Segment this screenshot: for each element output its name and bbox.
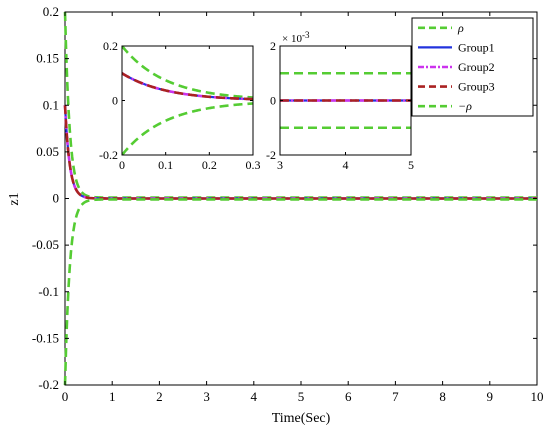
main-series-group [63,11,537,386]
inset-x-tick-label: 5 [408,158,414,172]
x-tick-label: 1 [109,389,116,404]
y-tick-label: 0.05 [36,144,59,159]
x-tick-label: 10 [531,389,544,404]
y-tick-label: -0.05 [32,237,59,252]
inset-y-tick-label: -2 [266,148,276,162]
inset-x-tick-label: 0.2 [202,158,217,172]
inset-series-line-0 [122,46,253,99]
inset-y-tick-label: 2 [270,39,276,53]
inset-y-tick-label: 0 [270,94,276,108]
x-tick-label: 5 [298,389,305,404]
inset-y-tick-label: -0.2 [99,148,118,162]
y-tick-label: 0 [53,191,60,206]
inset-plot-initial: 0 0.1 0.2 0.3-0.200.2 [99,39,261,172]
inset-y-tick-label: 0 [112,94,118,108]
y-tick-label: -0.15 [32,330,59,345]
y-tick-label: 0.15 [36,51,59,66]
legend-label-3: Group3 [458,80,495,94]
inset-series-group [280,71,411,130]
inset-series-group [122,46,253,155]
inset-series-line-4 [122,102,253,155]
legend: ρ Group1 Group2 Group3 −ρ [411,17,534,117]
y-tick-label: 0.2 [43,4,59,19]
x-tick-label: 9 [487,389,494,404]
legend-label-4: −ρ [458,99,472,113]
x-tick-label: 6 [345,389,352,404]
legend-label-0: ρ [457,21,464,35]
legend-label-1: Group1 [458,40,495,54]
x-axis-label: Time(Sec) [272,411,331,426]
x-tick-label: 8 [439,389,446,404]
y-tick-label: -0.1 [38,284,59,299]
y-axis-label: z1 [7,192,22,205]
inset-x-tick-label: 0 [119,158,125,172]
inset-background [122,46,253,155]
inset-x-tick-label: 0.1 [158,158,173,172]
inset-plot-steady: 3 4 5 -2 0 2 × 10-3 [266,30,414,172]
inset-x-tick-label: 4 [343,158,349,172]
inset-exponent-label: × 10-3 [282,30,310,45]
y-tick-label: 0.1 [43,97,59,112]
legend-label-2: Group2 [458,60,495,74]
x-tick-label: 0 [62,389,69,404]
y-tick-label: -0.2 [38,377,59,392]
x-tick-label: 7 [392,389,399,404]
inset-x-tick-label: 0.3 [246,158,261,172]
x-tick-label: 3 [203,389,210,404]
x-tick-label: 4 [251,389,258,404]
main-plot: 0 1 2 3 4 5 6 7 8 9 10 -0.2-0.15-0.1-0.0500.050.10… [32,4,544,404]
x-tick-label: 2 [156,389,163,404]
inset-x-tick-label: 3 [277,158,283,172]
main-x-ticks: 0 1 2 3 4 5 6 7 8 9 10 [62,12,544,404]
inset-series-line-3 [122,72,253,101]
series-line-4 [63,198,537,386]
inset-y-tick-label: 0.2 [103,39,118,53]
